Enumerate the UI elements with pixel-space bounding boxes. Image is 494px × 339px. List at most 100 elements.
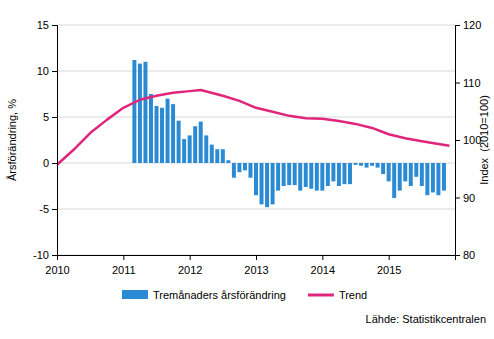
bar bbox=[414, 163, 418, 177]
bar bbox=[298, 163, 302, 191]
legend-label: Tremånaders årsförändring bbox=[153, 289, 286, 301]
bar bbox=[359, 163, 363, 166]
bar bbox=[436, 163, 440, 195]
y-axis: -10 -5 0 5 10 15 bbox=[33, 19, 57, 261]
tick-mark bbox=[190, 255, 191, 260]
axis-line bbox=[52, 26, 58, 256]
tick: 80 bbox=[455, 249, 475, 261]
bar bbox=[442, 163, 446, 191]
bar bbox=[376, 163, 380, 168]
marks bbox=[57, 60, 449, 207]
bar bbox=[248, 163, 252, 178]
bar bbox=[276, 163, 280, 191]
bar bbox=[271, 163, 275, 204]
bar bbox=[226, 160, 230, 163]
bar bbox=[171, 104, 175, 163]
tick-label: -10 bbox=[33, 249, 49, 261]
grid-line bbox=[57, 209, 455, 210]
tick: 2015 bbox=[377, 255, 401, 276]
bar bbox=[348, 163, 352, 184]
bar bbox=[337, 163, 341, 186]
bar bbox=[309, 163, 313, 189]
tick-label: 5 bbox=[43, 111, 49, 123]
bar bbox=[403, 163, 407, 181]
tick-label: 2015 bbox=[377, 264, 401, 276]
bar bbox=[254, 163, 258, 195]
bar bbox=[199, 122, 203, 163]
y-axis-title: Årsförändring, % bbox=[6, 99, 18, 181]
legend-swatch bbox=[122, 290, 148, 299]
bar bbox=[431, 163, 435, 192]
grid bbox=[57, 25, 455, 255]
tick-mark bbox=[52, 255, 57, 256]
trend-line bbox=[57, 90, 449, 165]
tick: 2013 bbox=[244, 255, 268, 276]
bar bbox=[282, 163, 286, 186]
bar bbox=[237, 163, 241, 172]
bar bbox=[304, 163, 308, 187]
bar bbox=[331, 163, 335, 181]
grid-line bbox=[57, 117, 455, 118]
tick-mark bbox=[455, 83, 460, 84]
legend-swatch bbox=[308, 294, 334, 297]
tick-label: -5 bbox=[39, 203, 49, 215]
bar bbox=[326, 163, 330, 186]
bar bbox=[149, 94, 153, 163]
tick-mark bbox=[52, 163, 57, 164]
tick-mark bbox=[256, 255, 257, 260]
tick-mark bbox=[455, 198, 460, 199]
bar bbox=[370, 163, 374, 166]
bar bbox=[409, 163, 413, 186]
bar bbox=[365, 163, 369, 168]
tick: 2011 bbox=[112, 255, 136, 276]
tick: 10 bbox=[37, 65, 57, 77]
tick: 2012 bbox=[178, 255, 202, 276]
bar bbox=[160, 108, 164, 163]
tick: 2014 bbox=[311, 255, 335, 276]
tick-label: 2014 bbox=[311, 264, 335, 276]
bar bbox=[425, 163, 429, 195]
bar bbox=[177, 121, 181, 163]
bar bbox=[243, 163, 247, 170]
bar bbox=[387, 163, 391, 181]
x-axis: 201020112012201320142015 bbox=[45, 255, 455, 276]
tick-label: 80 bbox=[463, 249, 475, 261]
y2-axis-title: Index (2010=100) bbox=[478, 95, 490, 185]
tick-mark bbox=[123, 255, 124, 260]
tick-label: 15 bbox=[37, 19, 49, 31]
bar bbox=[342, 163, 346, 184]
grid-line bbox=[57, 25, 455, 26]
tick-label: 2013 bbox=[244, 264, 268, 276]
tick: -10 bbox=[33, 249, 57, 261]
tick-label: 0 bbox=[43, 157, 49, 169]
bar bbox=[215, 149, 219, 163]
tick-mark bbox=[52, 25, 57, 26]
source-note: Lähde: Statistikcentralen bbox=[366, 313, 486, 325]
bar bbox=[293, 163, 297, 185]
bar bbox=[166, 99, 170, 163]
bar bbox=[381, 163, 385, 174]
tick-mark bbox=[455, 25, 460, 26]
tick-mark bbox=[455, 140, 460, 141]
tick-label: 2011 bbox=[112, 264, 136, 276]
tick-mark bbox=[52, 209, 57, 210]
axis-line bbox=[58, 256, 456, 261]
tick: 15 bbox=[37, 19, 57, 31]
bar bbox=[221, 149, 225, 163]
tick-mark bbox=[52, 71, 57, 72]
bar bbox=[392, 163, 396, 198]
tick-mark bbox=[52, 117, 57, 118]
tick: 5 bbox=[43, 111, 57, 123]
legend-label: Trend bbox=[339, 289, 367, 301]
bar bbox=[143, 62, 147, 163]
bar bbox=[182, 139, 186, 163]
bar bbox=[398, 163, 402, 191]
bar bbox=[260, 163, 264, 204]
bar bbox=[354, 163, 358, 165]
tick: 110 bbox=[455, 77, 481, 89]
tick-mark bbox=[455, 255, 460, 256]
bar bbox=[132, 60, 136, 163]
tick: 90 bbox=[455, 192, 475, 204]
bar bbox=[138, 64, 142, 163]
tick-label: 90 bbox=[463, 192, 475, 204]
